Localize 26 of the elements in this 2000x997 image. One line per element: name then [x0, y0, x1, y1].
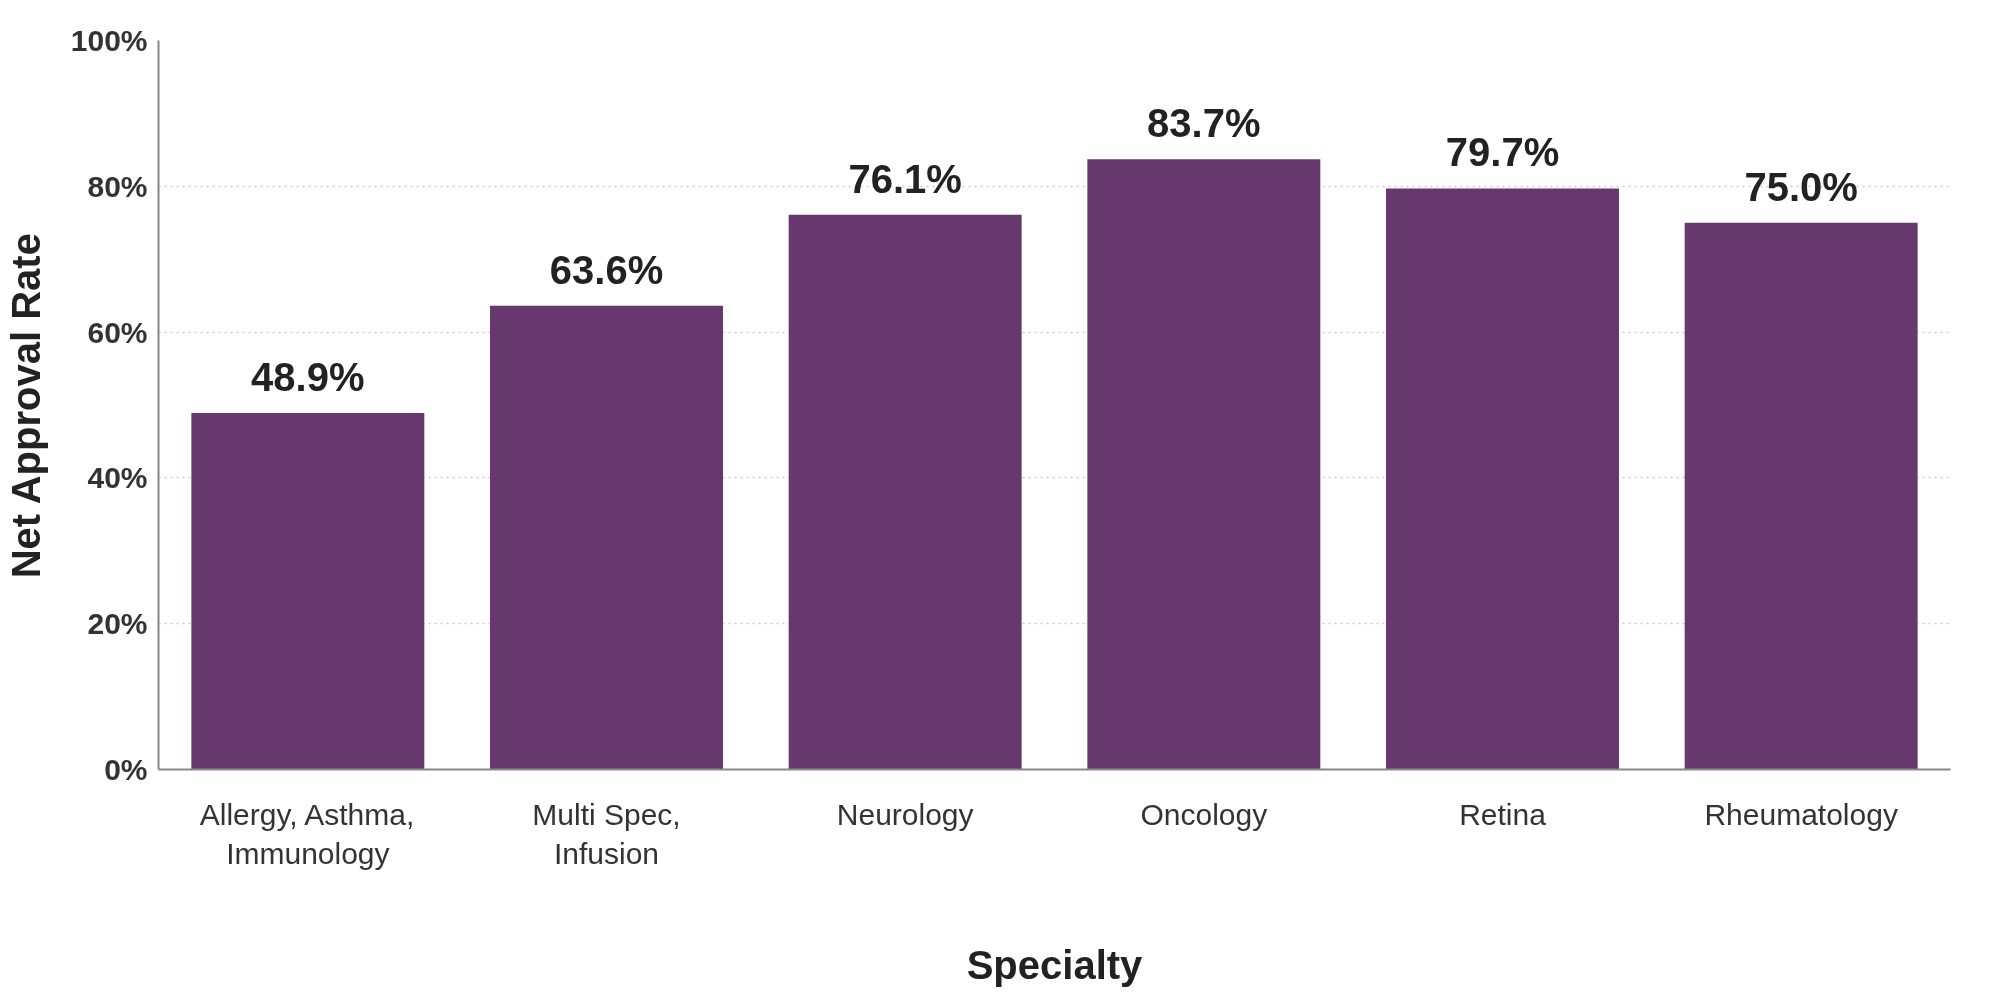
- x-tick-label: Neurology: [836, 797, 974, 831]
- y-tick-label: 60%: [87, 315, 148, 349]
- x-tick-label: Rheumatology: [1704, 797, 1898, 831]
- bar: [490, 305, 723, 770]
- bar: [1684, 222, 1918, 770]
- x-tick-label: Multi Spec, Infusion: [532, 797, 681, 871]
- bar: [191, 413, 425, 770]
- y-tick-label: 20%: [87, 607, 148, 641]
- x-tick-label: Allergy, Asthma, Immunology: [199, 797, 415, 871]
- data-label: 76.1%: [848, 156, 962, 201]
- bar: [1087, 159, 1321, 770]
- y-tick-label: 40%: [87, 461, 148, 495]
- bar: [1386, 188, 1619, 770]
- x-tick-label: Retina: [1459, 797, 1547, 831]
- data-label: 63.6%: [549, 247, 664, 292]
- data-label: 83.7%: [1147, 101, 1261, 146]
- y-axis-title: Net Approval Rate: [3, 233, 48, 579]
- data-label: 48.9%: [251, 355, 365, 400]
- x-tick-label: Oncology: [1140, 797, 1268, 831]
- y-tick-label: 80%: [87, 169, 148, 203]
- data-label: 75.0%: [1744, 164, 1858, 209]
- data-label: 79.7%: [1445, 130, 1560, 175]
- y-tick-label: 100%: [70, 24, 148, 57]
- x-axis-title: Specialty: [966, 943, 1144, 988]
- y-tick-label: 0%: [104, 753, 148, 786]
- bar: [788, 214, 1022, 770]
